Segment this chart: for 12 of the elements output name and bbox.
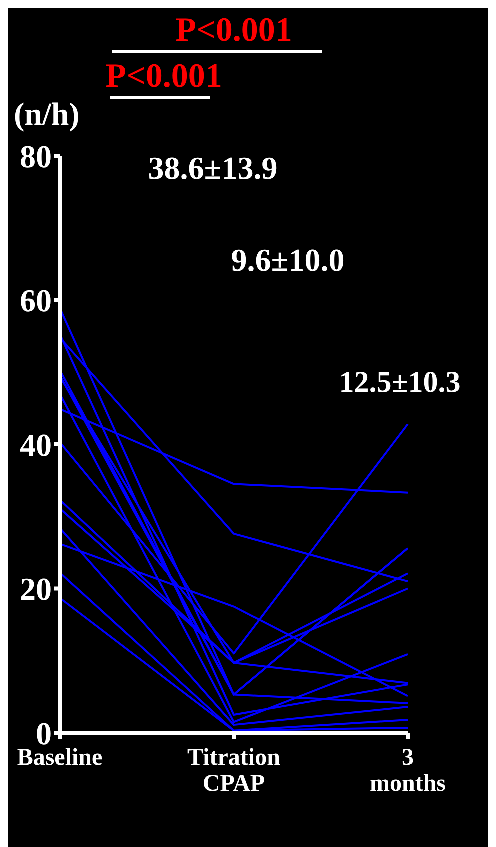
y-axis-title: (n/h) <box>14 96 80 133</box>
text: P<0.001 <box>106 58 222 96</box>
annotation: 12.5±10.3 <box>339 366 461 400</box>
y-tick-label: 60 <box>20 282 52 319</box>
x-tick-label: Titration CPAP <box>188 745 280 797</box>
y-tick-label: 40 <box>20 426 52 463</box>
y-tick-label: 80 <box>20 138 52 174</box>
annotation: 9.6±10.0 <box>231 242 345 279</box>
annotation: 38.6±13.9 <box>148 150 278 187</box>
y-tick-label: 20 <box>20 571 52 608</box>
x-tick-label: 3 months <box>370 745 446 797</box>
text: P<0.001 <box>176 12 292 50</box>
